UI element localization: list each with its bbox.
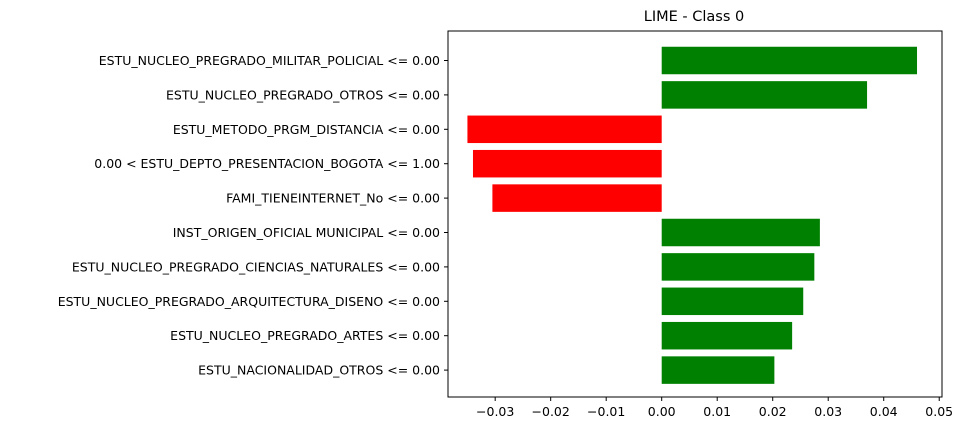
y-label-9: ESTU_NACIONALIDAD_OTROS <= 0.00 [198, 363, 440, 378]
y-labels-group: ESTU_NUCLEO_PREGRADO_MILITAR_POLICIAL <=… [58, 53, 448, 378]
x-tick-label-2: −0.01 [587, 404, 625, 419]
x-tick-label-8: 0.05 [925, 404, 953, 419]
bar-0 [661, 46, 918, 75]
x-tick-label-3: 0.00 [648, 404, 676, 419]
bar-3 [472, 149, 662, 178]
bar-5 [661, 218, 820, 247]
bar-6 [661, 253, 815, 281]
x-tick-label-5: 0.02 [759, 404, 787, 419]
x-tick-label-0: −0.03 [476, 404, 514, 419]
x-tick-label-7: 0.04 [870, 404, 898, 419]
bars-group [467, 46, 918, 384]
y-label-1: ESTU_NUCLEO_PREGRADO_OTROS <= 0.00 [166, 87, 440, 102]
x-tick-label-1: −0.02 [532, 404, 570, 419]
bar-2 [467, 115, 662, 144]
y-label-7: ESTU_NUCLEO_PREGRADO_ARQUITECTURA_DISENO… [58, 294, 440, 309]
x-tick-label-4: 0.01 [703, 404, 731, 419]
y-label-2: ESTU_METODO_PRGM_DISTANCIA <= 0.00 [173, 122, 440, 137]
bar-4 [492, 184, 662, 212]
bar-8 [661, 321, 793, 350]
y-label-8: ESTU_NUCLEO_PREGRADO_ARTES <= 0.00 [170, 328, 440, 343]
chart-title: LIME - Class 0 [644, 9, 744, 25]
y-label-3: 0.00 < ESTU_DEPTO_PRESENTACION_BOGOTA <=… [94, 156, 440, 171]
bar-9 [661, 356, 775, 384]
y-label-6: ESTU_NUCLEO_PREGRADO_CIENCIAS_NATURALES … [72, 259, 440, 274]
y-label-0: ESTU_NUCLEO_PREGRADO_MILITAR_POLICIAL <=… [99, 53, 440, 68]
bar-1 [661, 81, 868, 109]
x-ticks-group: −0.03 −0.02 −0.01 0.00 0.01 0.02 0.03 0.04 0.05 [476, 397, 953, 419]
x-tick-label-6: 0.03 [814, 404, 842, 419]
y-label-5: INST_ORIGEN_OFICIAL MUNICIPAL <= 0.00 [173, 225, 440, 240]
plot-frame [447, 30, 943, 398]
y-label-4: FAMI_TIENEINTERNET_No <= 0.00 [226, 191, 440, 206]
bar-7 [661, 287, 804, 316]
